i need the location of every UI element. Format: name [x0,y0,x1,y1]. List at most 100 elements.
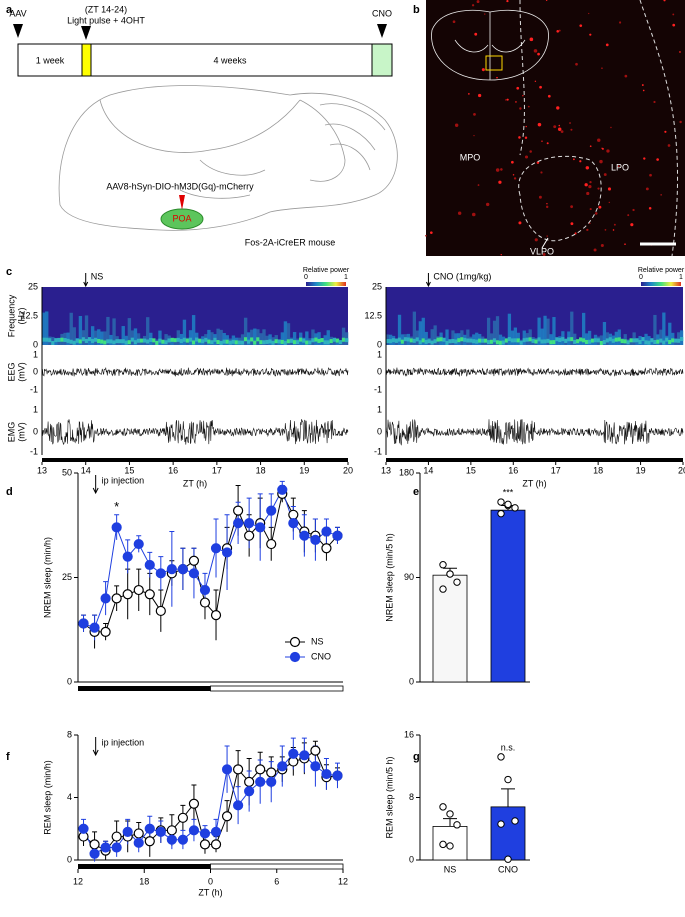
speckle-dot [474,32,478,36]
spectrogram-band [262,329,266,345]
annotation: ip injection [102,475,145,485]
speckle-dot [538,195,542,199]
spectrogram-band [78,339,83,344]
data-point [321,543,332,554]
spectrogram-band [638,340,642,345]
spectrogram-band [489,339,494,344]
speckle-dot [529,150,532,153]
spectrogram-band [409,338,414,343]
spectrogram-band [522,330,526,345]
spectrogram-band [262,340,266,345]
speckle-dot [478,93,482,98]
data-point [233,518,244,529]
spectrogram-band [430,329,434,345]
spectrogram-band [259,333,263,345]
speckle-dot [534,80,537,82]
data-point [111,831,122,842]
spectrogram-band [237,340,242,345]
spectrogram-band [543,315,547,345]
speckle-dot [558,124,561,127]
spectrogram-band [332,337,337,342]
y-tick-label: 0 [377,426,382,436]
spectrogram-band [243,317,248,345]
spectrogram-band [662,312,666,345]
spectrogram-band [504,338,509,343]
spectrogram-band [256,337,260,342]
spectrogram-band [106,339,110,344]
spectrogram-band [97,339,101,344]
spectrogram-band [146,339,150,344]
spectrogram-band [124,340,128,345]
speckle-dot [545,0,548,1]
individual-point [497,509,505,518]
spectrogram-band [182,337,187,342]
spectrogram-band [195,337,199,342]
spectrogram-band [537,337,541,342]
individual-point [497,498,505,506]
speckle-dot [586,191,590,196]
y-tick-label: 0 [377,366,382,376]
data-point [188,555,200,566]
data-point [177,564,188,575]
speckle-dot [545,205,549,209]
spectrogram-band [127,340,132,345]
speckle-dot [522,95,524,97]
x-tick-label: 13 [37,465,47,475]
y-axis-label: NREM sleep (min/5 h) [384,533,394,622]
speckle-dot [524,136,528,140]
spectrogram-band [644,333,648,345]
speckle-dot [546,142,549,145]
data-point [133,584,144,596]
speckle-dot [613,223,616,226]
spectrogram-band [397,337,402,342]
data-point [177,812,188,823]
spectrogram-band [421,338,425,343]
speckle-dot [473,112,476,116]
speckle-dot [588,12,590,15]
spectrogram-band [400,339,405,344]
arrow [425,273,431,288]
spectrogram-band [593,338,598,343]
speckle-dot [672,13,675,16]
spectrogram-band [204,337,208,342]
spectrogram-band [112,318,116,345]
spectrogram-band [475,332,479,345]
speckle-dot [477,184,480,186]
spectrogram-band [139,340,144,345]
y-tick-label: 0 [67,854,72,864]
spectrogram-band [271,340,275,345]
speckle-dot [579,160,582,163]
speckle-dot [425,234,427,237]
speckle-dot [510,160,514,164]
data-point [310,534,321,545]
speckle-dot [518,136,521,139]
data-point [210,543,222,554]
spectrogram-band [513,327,517,345]
spectrogram-band [442,337,446,342]
speckle-dot [452,20,456,24]
region-label: POA [172,213,191,223]
spectrogram-band [191,340,196,345]
x-tick-label: 12 [73,876,83,886]
spectrogram-band [155,340,159,345]
data-point [210,839,222,850]
spectrogram-band [341,337,346,342]
spectrogram-band [415,337,419,342]
individual-point [439,803,447,811]
speckle-dot [541,140,543,142]
speckle-dot [589,208,592,211]
individual-point [439,561,447,569]
speckle-dot [537,52,540,56]
spectrogram-band [240,340,245,345]
spectrogram-band [344,338,349,343]
spectrogram-band [152,338,156,343]
spectrogram-band [567,337,571,342]
series-line [83,492,338,633]
spectrogram-band [671,338,675,343]
y-axis-label: (Hz) [16,308,26,325]
spectrogram-band [320,338,324,343]
week-label: 1 week [36,55,65,65]
cno-note: CNO [372,8,392,18]
data-point [210,610,222,621]
x-tick-label: 20 [678,465,685,475]
